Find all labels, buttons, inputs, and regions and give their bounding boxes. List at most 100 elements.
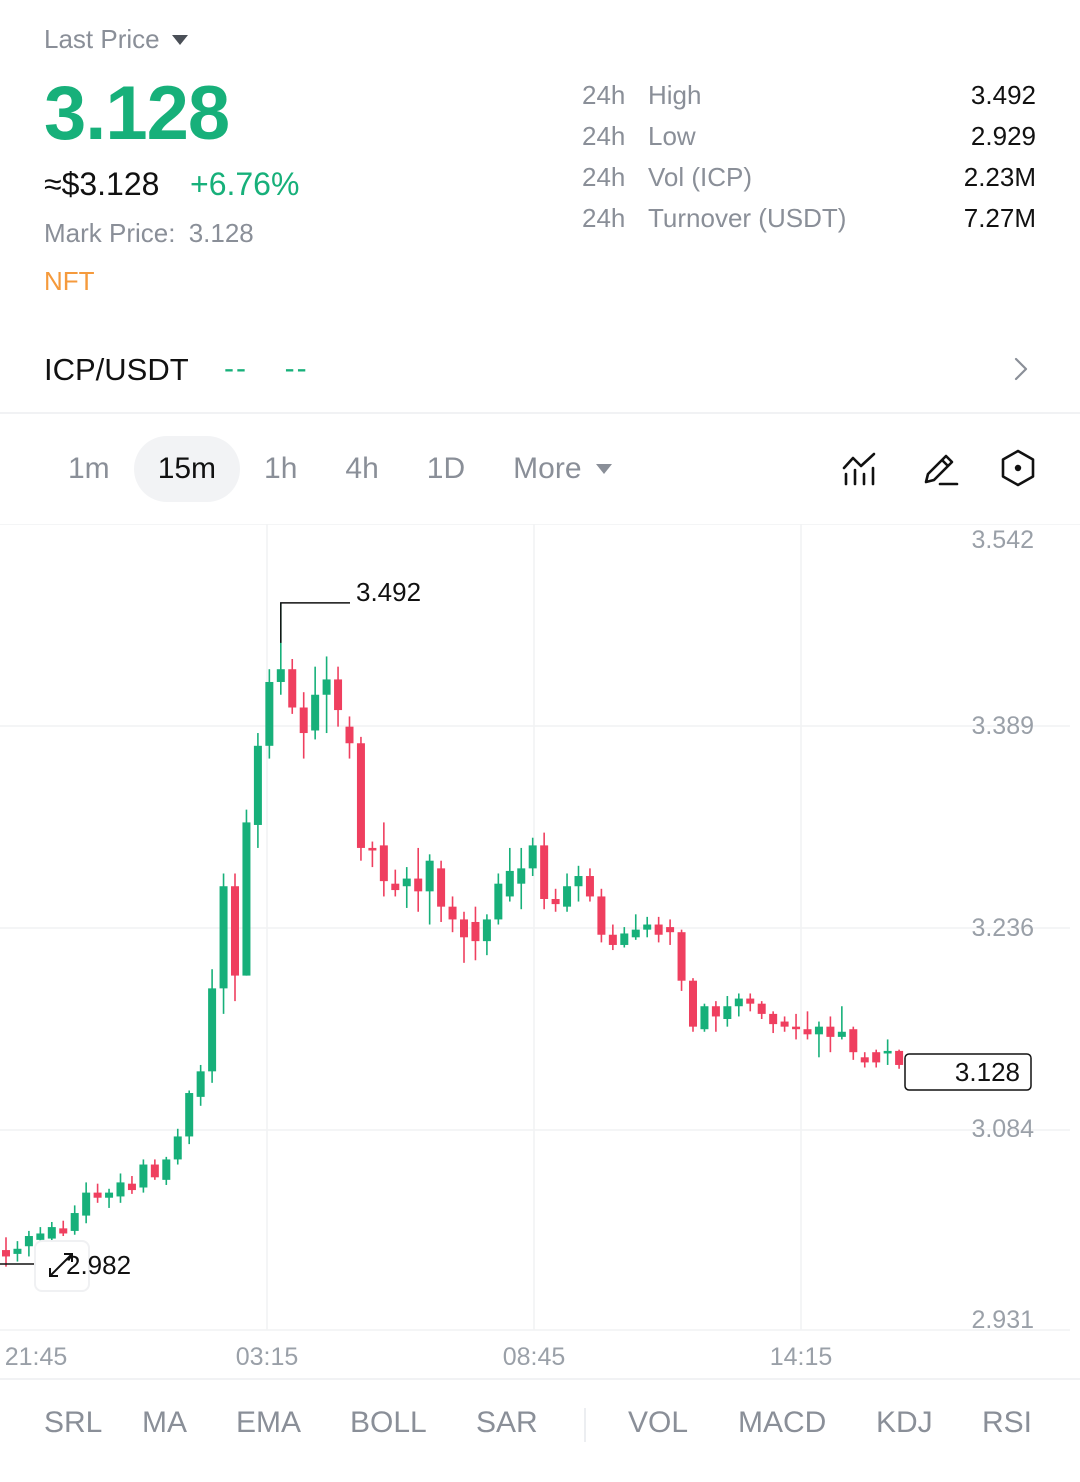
candle-body [620, 933, 629, 945]
candle-body [780, 1021, 789, 1027]
x-tick: 03:15 [236, 1343, 299, 1371]
tab-15m[interactable]: 15m [133, 436, 241, 502]
tab-1m[interactable]: 1m [68, 452, 110, 485]
candle-body [814, 1026, 823, 1035]
usd-price: ≈$3.128 [44, 166, 160, 202]
tab-1h[interactable]: 1h [264, 452, 298, 485]
candle-body [414, 878, 423, 892]
candle-body [265, 681, 274, 746]
indicator-kdj[interactable]: KDJ [876, 1406, 933, 1439]
candle-body [585, 876, 594, 897]
candle-body [769, 1013, 778, 1025]
caret-down-icon [171, 34, 188, 45]
candle-body [757, 1003, 766, 1014]
stat-label: Low [648, 121, 696, 151]
caret-down-icon [595, 464, 612, 474]
candle-body [517, 868, 526, 884]
candle-body [723, 1006, 732, 1019]
candle-body [689, 980, 697, 1027]
y-tick: 3.389 [971, 712, 1034, 740]
candle-body [368, 847, 377, 851]
stat-period: 24h [582, 162, 626, 192]
candle-body [13, 1248, 22, 1254]
pencil-draw-icon[interactable] [920, 448, 960, 488]
candle-body [746, 998, 755, 1004]
indicator-boll[interactable]: BOLL [350, 1406, 427, 1439]
pair-dash-2: -- [284, 352, 309, 385]
candle-body [24, 1236, 33, 1247]
current-price-marker: 3.128 [904, 1053, 1032, 1091]
pair-name[interactable]: ICP/USDT [44, 352, 189, 387]
candle-body [895, 1050, 904, 1065]
candle-body [47, 1227, 56, 1239]
x-tick: 08:45 [503, 1343, 566, 1371]
candle-body [276, 669, 285, 682]
indicator-ma[interactable]: MA [142, 1406, 187, 1439]
candle-body [677, 932, 686, 981]
candle-body [540, 845, 549, 899]
candle-body [711, 1006, 720, 1017]
stat-value: 7.27M [963, 203, 1036, 233]
y-tick: 3.084 [971, 1115, 1034, 1143]
candle-body [574, 876, 583, 887]
candle-body [494, 883, 503, 920]
nft-tag[interactable]: NFT [44, 266, 95, 296]
candle-body [311, 694, 320, 731]
indicator-rsi[interactable]: RSI [982, 1406, 1033, 1439]
candle-body [2, 1250, 10, 1257]
candle-body [288, 669, 297, 708]
candle-body [59, 1228, 68, 1234]
x-tick: 14:15 [770, 1343, 833, 1371]
tab-1d[interactable]: 1D [426, 452, 466, 485]
more-label: More [513, 452, 582, 485]
candle-body [631, 929, 640, 938]
expand-arrows-icon [49, 1253, 73, 1277]
candle-body [356, 743, 365, 848]
stat-row-low: 24h Low 2.929 [582, 121, 1036, 157]
indicator-srl[interactable]: SRL [44, 1406, 103, 1439]
indicator-macd[interactable]: MACD [738, 1406, 827, 1439]
chevron-right-icon[interactable] [1008, 354, 1034, 384]
expand-chart-button[interactable] [34, 1240, 90, 1292]
indicator-sar[interactable]: SAR [476, 1406, 538, 1439]
tab-4h[interactable]: 4h [345, 452, 379, 485]
candle-body [654, 924, 663, 935]
candle-body [139, 1164, 148, 1188]
last-price-selector[interactable]: Last Price [44, 24, 188, 55]
high-label: 3.492 [356, 577, 421, 607]
candle-body [36, 1233, 45, 1240]
change-percent: +6.76% [190, 166, 300, 202]
candlestick-chart[interactable]: 3.492 3.128 3.542 3.389 3.236 3.084 2.93… [0, 524, 1080, 1378]
candle-body [196, 1071, 205, 1097]
indicator-ema[interactable]: EMA [236, 1406, 302, 1439]
stat-label: Vol (ICP) [648, 162, 753, 192]
candle-body [379, 845, 388, 882]
pair-dash-1: -- [224, 352, 248, 385]
stat-period: 24h [582, 121, 626, 151]
candle-body [608, 934, 617, 945]
candle-body [242, 822, 251, 976]
candle-body [471, 921, 480, 942]
tab-more[interactable]: More [489, 436, 635, 502]
candle-body [105, 1192, 114, 1198]
candle-body [322, 679, 331, 695]
candle-body [551, 899, 560, 905]
candle-body [391, 883, 400, 891]
candle-body [299, 707, 308, 734]
candle-body [883, 1050, 892, 1054]
low-label: 2.982 [66, 1250, 132, 1280]
high-marker: 3.492 [280, 577, 421, 643]
hexagon-settings-icon[interactable] [998, 448, 1038, 488]
candle-body [597, 896, 606, 935]
indicator-chart-icon[interactable] [840, 448, 880, 488]
pair-extra-info: -- -- [224, 352, 309, 386]
candle-body [872, 1052, 881, 1063]
candle-body [460, 919, 468, 938]
candle-body [93, 1192, 102, 1198]
candle-body [643, 924, 652, 930]
candle-body [345, 726, 354, 744]
candles [2, 602, 915, 1267]
stat-label: Turnover (USDT) [648, 203, 847, 233]
y-tick: 3.236 [971, 914, 1034, 942]
indicator-vol[interactable]: VOL [628, 1406, 689, 1439]
